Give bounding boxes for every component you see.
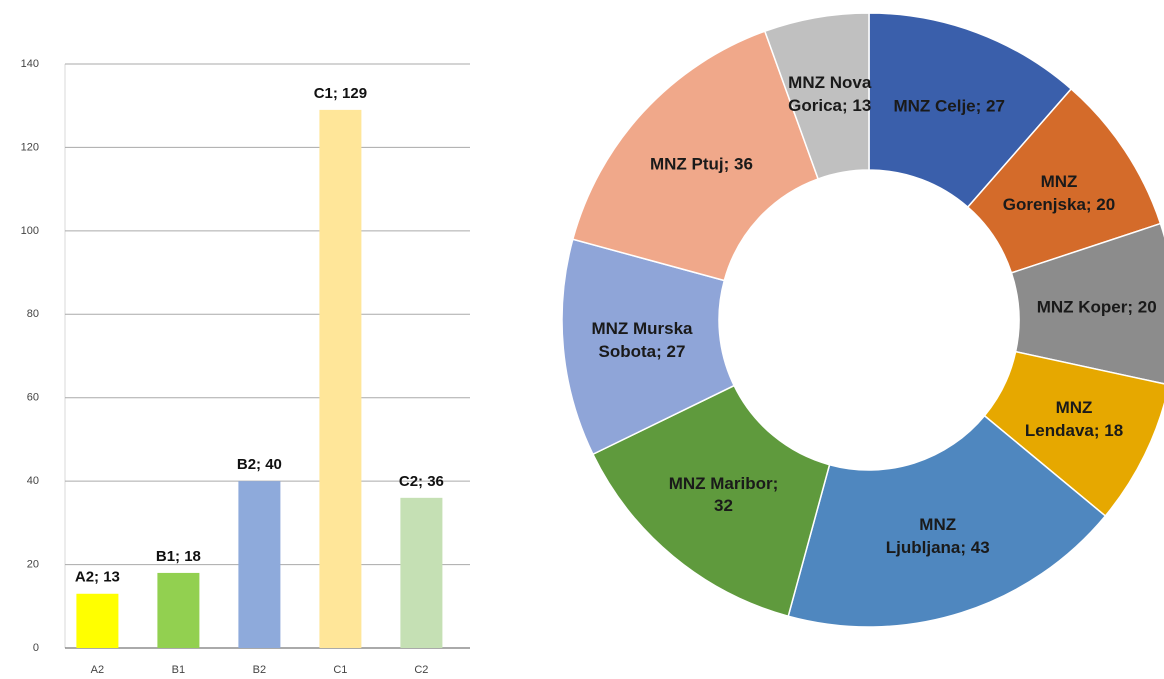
y-tick-label: 100 bbox=[21, 225, 39, 237]
x-tick-label: B2 bbox=[253, 664, 266, 676]
donut-slice bbox=[571, 30, 820, 282]
bar bbox=[400, 497, 443, 648]
data-label: B2; 40 bbox=[237, 456, 282, 473]
x-tick-label: C1 bbox=[333, 664, 347, 676]
slice-label: MNZ Gorenjska; 20 bbox=[1002, 172, 1116, 214]
slice-label: MNZ Ljubljana; 43 bbox=[885, 515, 990, 558]
bar bbox=[76, 593, 119, 648]
slice-label: MNZ Murska Sobota; 27 bbox=[591, 319, 693, 362]
slice-label: MNZ Koper; 20 bbox=[1036, 297, 1157, 317]
donut-slice bbox=[763, 12, 870, 180]
x-tick-label: A2 bbox=[91, 664, 104, 676]
donut-slice bbox=[868, 12, 1073, 209]
data-label: C2; 36 bbox=[399, 473, 444, 490]
slice-label: MNZ Nova Gorica; 13 bbox=[788, 73, 872, 116]
slice-label: MNZ Lendava; 18 bbox=[1024, 397, 1124, 440]
donut-slice bbox=[561, 238, 736, 456]
x-tick-label: B1 bbox=[172, 664, 185, 676]
donut-slice bbox=[1010, 222, 1164, 385]
y-tick-label: 60 bbox=[27, 392, 39, 404]
y-tick-label: 0 bbox=[33, 642, 39, 654]
x-tick-label: C2 bbox=[414, 664, 428, 676]
slice-label: MNZ Ptuj; 36 bbox=[649, 154, 753, 174]
y-tick-label: 20 bbox=[27, 558, 39, 570]
y-tick-label: 80 bbox=[27, 308, 39, 320]
bar bbox=[157, 572, 200, 648]
donut-slice bbox=[787, 414, 1107, 628]
slice-label: MNZ Maribor; 32 bbox=[668, 473, 779, 516]
bar bbox=[238, 481, 281, 648]
data-label: B1; 18 bbox=[156, 548, 201, 565]
slice-label: MNZ Celje; 27 bbox=[893, 96, 1005, 116]
bar bbox=[319, 109, 362, 648]
y-tick-label: 40 bbox=[27, 475, 39, 487]
y-tick-label: 140 bbox=[21, 58, 39, 70]
data-label: C1; 129 bbox=[314, 85, 367, 102]
y-tick-label: 120 bbox=[21, 141, 39, 153]
donut-slice bbox=[591, 384, 831, 618]
data-label: A2; 13 bbox=[75, 569, 120, 586]
